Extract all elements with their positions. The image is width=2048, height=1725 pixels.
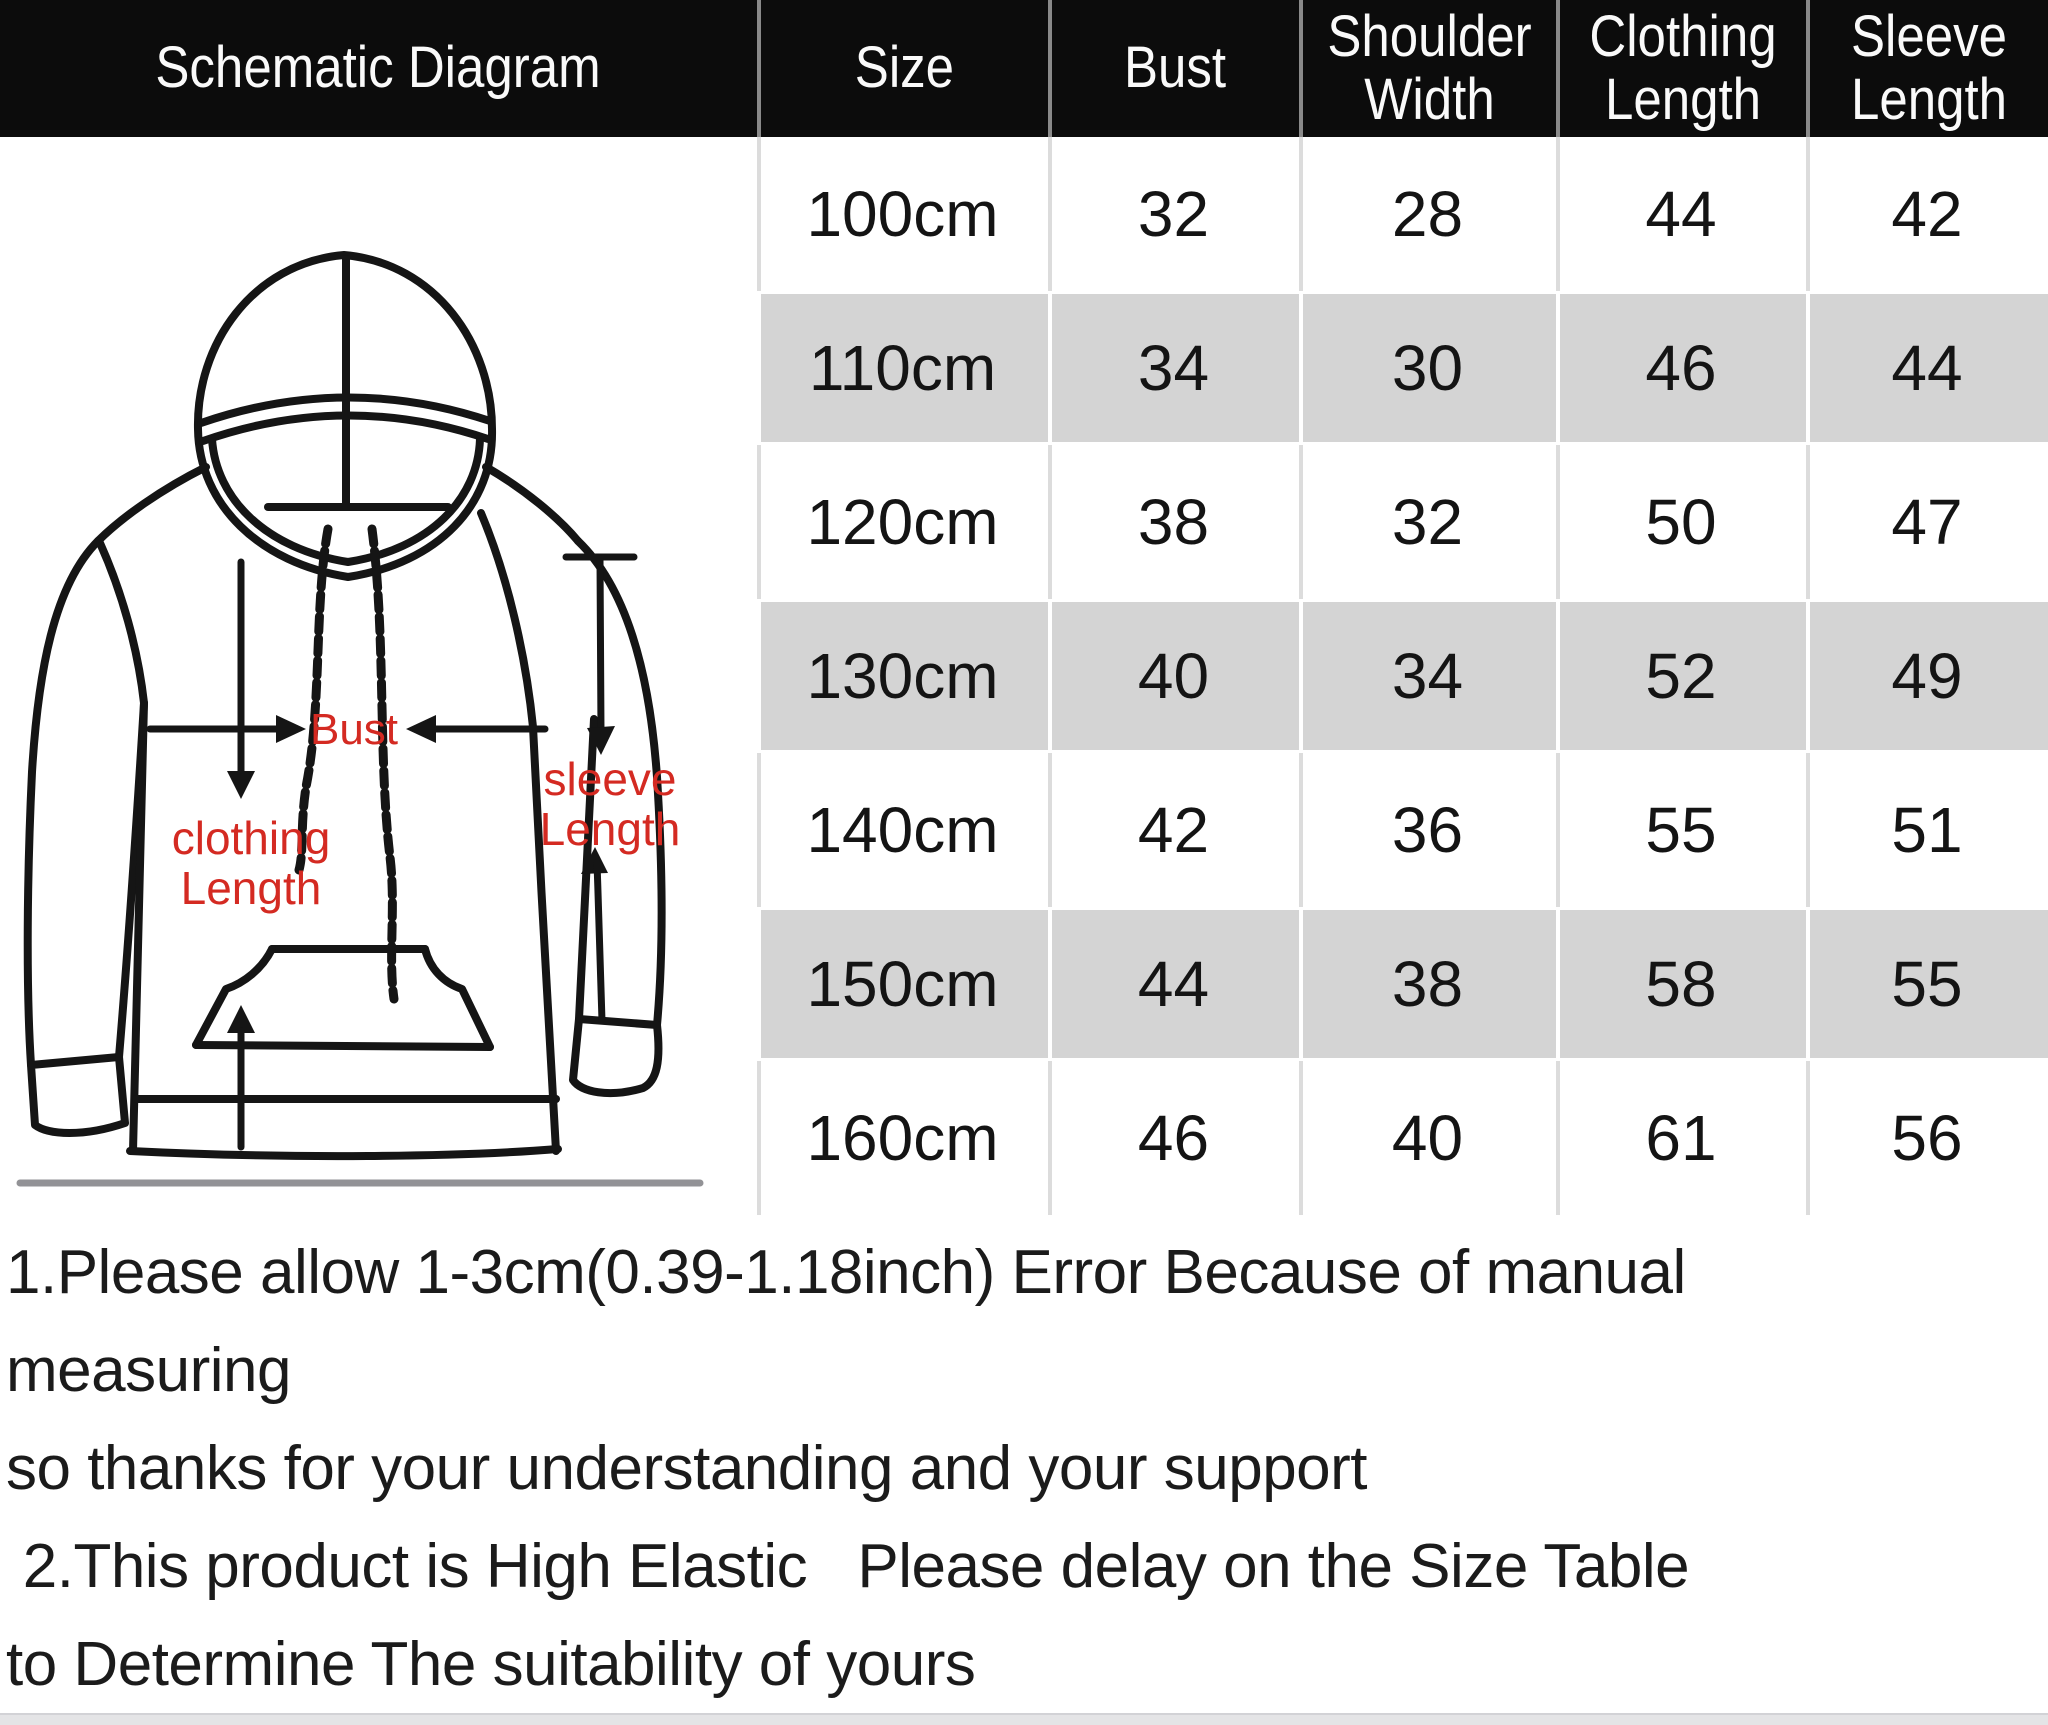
cell-sleeve-length: 47	[1806, 445, 2048, 599]
bottom-divider	[0, 1713, 2048, 1725]
cell-shoulder-width: 28	[1299, 137, 1556, 291]
column-header-clothing-length: Clothing Length	[1556, 0, 1806, 137]
sleeve-length-label: sleeve Length	[539, 753, 681, 855]
note-line: 2.This product is High Elastic Please de…	[6, 1532, 1690, 1601]
cell-bust: 40	[1048, 599, 1299, 753]
cell-bust: 34	[1048, 291, 1299, 445]
cell-clothing-length: 44	[1556, 137, 1806, 291]
cell-bust: 46	[1048, 1061, 1299, 1215]
cell-sleeve-length: 42	[1806, 137, 2048, 291]
cell-shoulder-width: 40	[1299, 1061, 1556, 1215]
clothing-length-measure-line	[227, 558, 255, 1151]
note-line: so thanks for your understanding and you…	[6, 1434, 1368, 1503]
schematic-diagram-title: Schematic Diagram	[155, 35, 602, 101]
cell-sleeve-length: 51	[1806, 753, 2048, 907]
cell-size: 130cm	[757, 599, 1048, 753]
column-header-bust: Bust	[1048, 0, 1299, 137]
bust-label: Bust	[309, 705, 399, 754]
cell-clothing-length: 61	[1556, 1061, 1806, 1215]
cell-size: 110cm	[757, 291, 1048, 445]
cell-clothing-length: 58	[1556, 907, 1806, 1061]
column-header-size: Size	[757, 0, 1048, 137]
hood-outline	[193, 251, 497, 581]
hoodie-line-drawing	[16, 251, 704, 1187]
cell-size: 120cm	[757, 445, 1048, 599]
cell-sleeve-length: 55	[1806, 907, 2048, 1061]
sleeve-length-measure-line	[562, 553, 638, 1025]
column-header-sleeve-length: Sleeve Length	[1806, 0, 2048, 137]
cell-size: 140cm	[757, 753, 1048, 907]
cell-shoulder-width: 38	[1299, 907, 1556, 1061]
size-table: 100cm 32 28 44 42 110cm 34 30 46 44 120c…	[757, 137, 2048, 1215]
cell-shoulder-width: 32	[1299, 445, 1556, 599]
cell-clothing-length: 52	[1556, 599, 1806, 753]
hoodie-schematic: Bust clothing Length sleeve Length	[0, 137, 757, 1217]
cell-clothing-length: 55	[1556, 753, 1806, 907]
cell-size: 150cm	[757, 907, 1048, 1061]
column-header-shoulder-width: Shoulder Width	[1299, 0, 1556, 137]
pocket-outline	[192, 945, 494, 1051]
left-sleeve	[23, 463, 210, 1137]
cell-sleeve-length: 56	[1806, 1061, 2048, 1215]
body-outline	[126, 699, 562, 1161]
cell-shoulder-width: 36	[1299, 753, 1556, 907]
table-header: Schematic Diagram Size Bust Shoulder Wid…	[0, 0, 2048, 137]
cell-shoulder-width: 34	[1299, 599, 1556, 753]
measurement-notes: 1.Please allow 1-3cm(0.39-1.18inch) Erro…	[6, 1224, 2046, 1714]
cell-clothing-length: 46	[1556, 291, 1806, 445]
cell-shoulder-width: 30	[1299, 291, 1556, 445]
bust-measure-line	[146, 715, 549, 743]
note-line: to Determine The suitability of yours	[6, 1630, 976, 1699]
cell-size: 100cm	[757, 137, 1048, 291]
clothing-length-label: clothing Length	[171, 812, 331, 914]
cell-bust: 38	[1048, 445, 1299, 599]
cell-clothing-length: 50	[1556, 445, 1806, 599]
cell-bust: 44	[1048, 907, 1299, 1061]
cell-sleeve-length: 49	[1806, 599, 2048, 753]
cell-size: 160cm	[757, 1061, 1048, 1215]
cell-bust: 42	[1048, 753, 1299, 907]
cell-bust: 32	[1048, 137, 1299, 291]
note-line: measuring	[6, 1336, 291, 1405]
note-line: 1.Please allow 1-3cm(0.39-1.18inch) Erro…	[6, 1238, 1686, 1307]
cell-sleeve-length: 44	[1806, 291, 2048, 445]
right-sleeve	[477, 463, 666, 1098]
drawstrings	[294, 524, 399, 1004]
